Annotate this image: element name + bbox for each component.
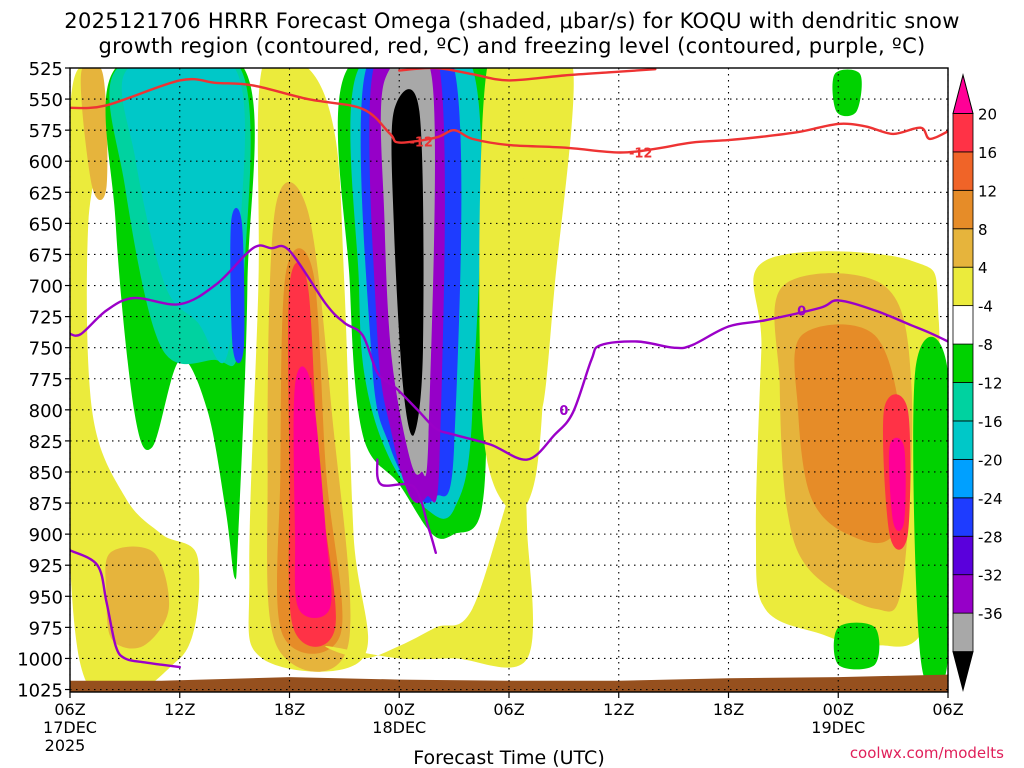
y-tick-label-675: 675 xyxy=(29,245,63,266)
contour-label-freezing-level-1: 0 xyxy=(797,304,806,319)
y-tick-label-575: 575 xyxy=(29,121,63,142)
x-tick-label-30: 12Z xyxy=(603,700,634,719)
x-tick-label-12: 18Z xyxy=(274,700,305,719)
contour-label-freezing-level-0: 0 xyxy=(559,404,568,419)
colorbar-segment-0 xyxy=(952,651,974,692)
contour-dendritic-upper xyxy=(398,68,657,82)
colorbar-segment-5 xyxy=(952,458,974,499)
x-tick-date-18: 18DEC xyxy=(372,718,426,737)
contour-freezing-level-lower xyxy=(375,458,437,554)
contour-freezing-level-surface xyxy=(70,549,181,669)
x-tick-date-0: 17DEC xyxy=(43,718,97,737)
omega-region-early-yellow xyxy=(70,68,200,692)
x-axis-label: Forecast Time (UTC) xyxy=(413,747,604,768)
omega-region-blue-streak xyxy=(230,207,245,364)
colorbar-label-5: -4 xyxy=(978,298,993,316)
x-tick-label-48: 06Z xyxy=(932,700,963,719)
terrain-surface xyxy=(70,674,948,692)
chart-title-line1: 2025121706 HRRR Forecast Omega (shaded, … xyxy=(64,9,960,33)
y-tick-label-825: 825 xyxy=(29,432,63,453)
y-tick-label-975: 975 xyxy=(29,618,63,639)
omega-region-late-magenta xyxy=(888,437,906,531)
chart-title-line2: growth region (contoured, red, ºC) and f… xyxy=(98,34,926,58)
contour-label-dendritic-minus12-0: -12 xyxy=(409,135,433,150)
omega-region-cyan-band xyxy=(121,68,246,364)
y-tick-label-1000: 1000 xyxy=(17,649,63,670)
contour-label-dendritic-minus12-1: -12 xyxy=(629,147,653,162)
x-tick-label-18: 00Z xyxy=(384,700,415,719)
colorbar-segment-1 xyxy=(952,612,974,652)
colorbar-segment-12 xyxy=(952,189,974,230)
y-tick-label-950: 950 xyxy=(29,587,63,608)
colorbar-label-8: -16 xyxy=(978,413,1003,431)
omega-region-top-right-green xyxy=(832,69,862,117)
omega-region-early-orange-low xyxy=(105,546,170,649)
y-tick-label-800: 800 xyxy=(29,401,63,422)
credit-text[interactable]: coolwx.com/modelts xyxy=(849,744,1004,762)
colorbar-segment-11 xyxy=(952,228,974,268)
colorbar-segment-2 xyxy=(952,574,974,614)
colorbar-label-4: 4 xyxy=(978,259,988,277)
y-tick-label-925: 925 xyxy=(29,556,63,577)
contour-freezing-level xyxy=(70,244,948,461)
colorbar-segment-7 xyxy=(952,382,974,422)
omega-region-late-green xyxy=(833,622,880,670)
colorbar-label-3: 8 xyxy=(978,221,988,239)
colorbar-segment-8 xyxy=(952,343,974,383)
x-tick-label-36: 18Z xyxy=(713,700,744,719)
colorbar-label-1: 16 xyxy=(978,144,997,162)
omega-region-magenta-mid xyxy=(293,366,332,618)
omega-region-yellow-low-right xyxy=(325,469,534,668)
colorbar-segment-9 xyxy=(952,305,974,345)
y-tick-label-775: 775 xyxy=(29,370,63,391)
y-tick-label-700: 700 xyxy=(29,277,63,298)
y-tick-label-550: 550 xyxy=(29,90,63,111)
y-tick-label-525: 525 xyxy=(29,59,63,80)
colorbar-segment-6 xyxy=(952,420,974,460)
y-tick-label-650: 650 xyxy=(29,214,63,235)
colorbar-label-13: -36 xyxy=(978,605,1003,623)
colorbar-segment-4 xyxy=(952,497,974,537)
colorbar-label-10: -24 xyxy=(978,490,1003,508)
x-tick-label-24: 06Z xyxy=(493,700,524,719)
y-tick-label-725: 725 xyxy=(29,308,63,329)
y-tick-label-900: 900 xyxy=(29,525,63,546)
omega-region-right-yellow-strip xyxy=(523,68,574,425)
colorbar-label-9: -20 xyxy=(978,451,1003,469)
y-tick-label-625: 625 xyxy=(29,183,63,204)
x-tick-label-6: 12Z xyxy=(164,700,195,719)
colorbar-label-11: -28 xyxy=(978,528,1003,546)
y-tick-label-750: 750 xyxy=(29,339,63,360)
contour-dendritic-minus12 xyxy=(70,77,948,154)
colorbar-label-2: 12 xyxy=(978,182,997,200)
y-tick-label-875: 875 xyxy=(29,494,63,515)
colorbar-segment-3 xyxy=(952,535,974,576)
omega-region-early-orange xyxy=(80,68,108,201)
x-tick-label-0: 06Z xyxy=(54,700,85,719)
omega-region-omega-tower-black xyxy=(391,89,424,436)
colorbar-segment-10 xyxy=(952,266,974,307)
colorbar-segment-14 xyxy=(952,113,974,153)
colorbar-label-6: -8 xyxy=(978,336,993,354)
x-tick-year-0: 2025 xyxy=(45,736,86,755)
x-tick-date-42: 19DEC xyxy=(811,718,865,737)
colorbar-label-7: -12 xyxy=(978,375,1003,393)
omega-region-right-edge-green xyxy=(913,337,948,692)
colorbar-segment-15 xyxy=(952,73,974,114)
y-tick-label-1025: 1025 xyxy=(17,681,63,702)
colorbar-label-0: 20 xyxy=(978,105,997,123)
omega-region-late-orange2 xyxy=(794,324,904,544)
colorbar-segment-13 xyxy=(952,151,974,191)
x-tick-label-42: 00Z xyxy=(823,700,854,719)
y-tick-label-850: 850 xyxy=(29,463,63,484)
colorbar-label-12: -32 xyxy=(978,567,1003,585)
y-tick-label-600: 600 xyxy=(29,152,63,173)
